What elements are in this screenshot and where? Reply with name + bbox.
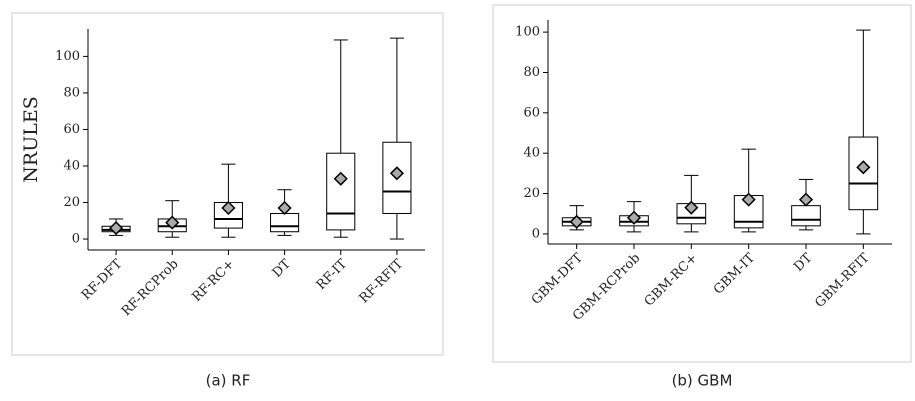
y-tick-label: 60: [523, 105, 540, 120]
y-tick-label: 60: [63, 122, 80, 137]
mean-marker: [569, 214, 584, 229]
y-tick-label: 80: [523, 65, 540, 80]
mean-marker: [109, 221, 124, 236]
y-tick-label: 20: [523, 186, 540, 201]
y-tick-label: 20: [63, 195, 80, 210]
caption: (b) GBM: [672, 372, 733, 390]
x-tick-label: RF-RCProb: [119, 257, 182, 320]
x-tick-label: GBM-IT: [711, 250, 758, 297]
mean-marker: [626, 210, 642, 225]
x-tick-label: RF-RC+: [189, 257, 237, 305]
box: [326, 152, 356, 231]
x-tick-label: GBM-RFIT: [812, 250, 873, 311]
box: [382, 141, 412, 214]
mean-marker: [856, 160, 871, 175]
y-tick-label: 100: [515, 25, 540, 40]
mean-marker: [165, 215, 180, 230]
box: [848, 136, 879, 211]
x-tick-label: GBM-DFT: [529, 250, 586, 307]
y-tick-label: 0: [532, 226, 540, 241]
box: [270, 212, 300, 233]
mean-marker: [684, 200, 699, 215]
y-tick-label: 40: [63, 158, 80, 173]
mean-marker: [333, 171, 348, 186]
x-tick-label: RF-RFIT: [357, 256, 407, 306]
panel-frame: [11, 12, 444, 356]
y-tick-label: 100: [55, 49, 80, 64]
x-tick-label: RF-IT: [314, 256, 351, 293]
y-tick-label: 0: [72, 232, 80, 247]
x-tick-label: DT: [270, 256, 294, 280]
x-tick-label: GBM-RC+: [642, 251, 701, 310]
x-tick-label: RF-DFT: [79, 256, 126, 303]
y-tick-label: 40: [523, 146, 540, 161]
box: [791, 205, 821, 227]
mean-marker: [221, 200, 236, 216]
y-tick-label: 80: [63, 85, 80, 100]
x-tick-label: DT: [791, 250, 815, 274]
caption: (a) RF: [206, 372, 251, 390]
mean-marker: [741, 192, 756, 207]
mean-marker: [798, 192, 814, 207]
mean-marker: [277, 200, 292, 216]
panel-frame: [492, 4, 912, 363]
y-axis-label: NRULES: [20, 96, 42, 182]
mean-marker: [389, 166, 404, 181]
